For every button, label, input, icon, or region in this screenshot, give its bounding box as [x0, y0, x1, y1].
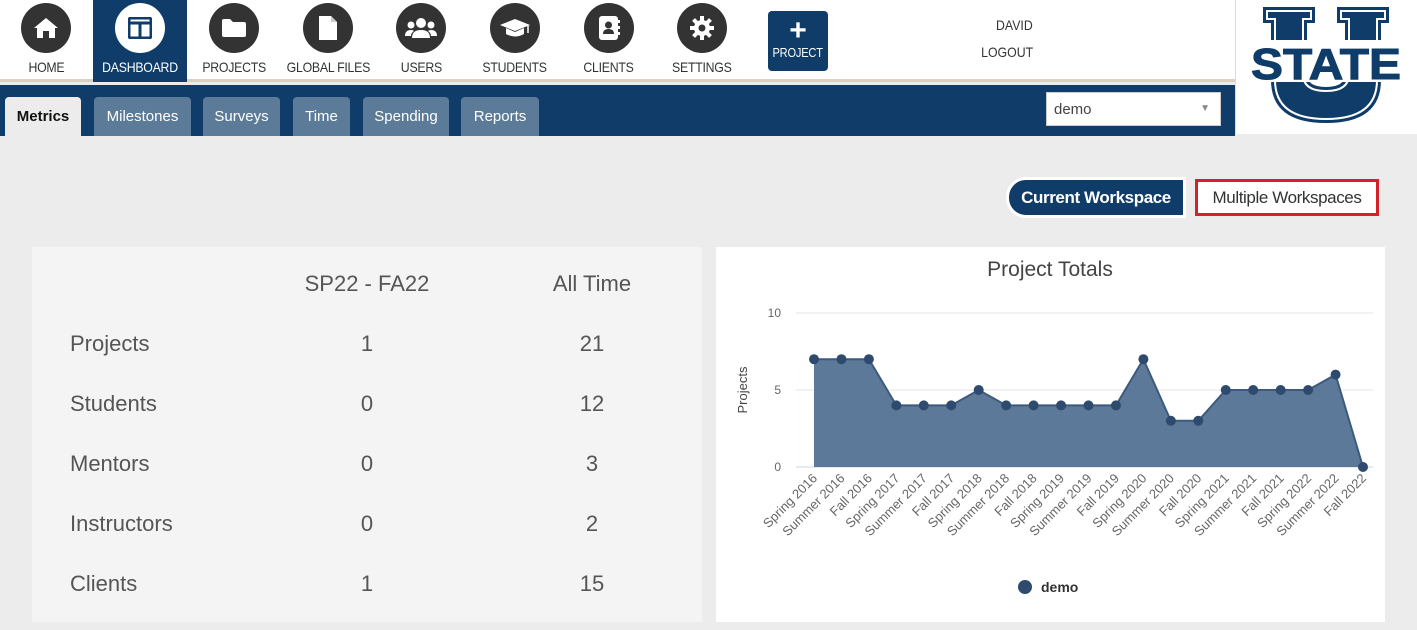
data-point: [1056, 400, 1067, 411]
data-point: [1165, 415, 1176, 426]
usu-logo: STATE: [1235, 0, 1417, 134]
nav-projects[interactable]: PROJECTS: [190, 0, 278, 82]
tab-metrics[interactable]: Metrics: [5, 97, 81, 136]
metrics-row: Projects 1 21: [32, 331, 702, 361]
data-point: [1303, 385, 1314, 395]
project-totals-chart-panel: Project Totals 0 5 10 Projects Spring 2016 Sum…: [716, 247, 1385, 622]
nav-label-global-files: GLOBAL FILES: [286, 59, 370, 75]
metrics-row: Students 0 12: [32, 391, 702, 421]
metrics-row: Instructors 0 2: [32, 511, 702, 541]
tab-reports[interactable]: Reports: [461, 97, 539, 136]
data-point: [1138, 354, 1149, 365]
series-area: [814, 359, 1363, 467]
metric-period-value: 0: [360, 391, 374, 416]
data-point: [1220, 385, 1231, 395]
data-point: [1248, 385, 1259, 395]
metric-label: Clients: [70, 571, 138, 596]
nav-users[interactable]: USERS: [380, 0, 462, 82]
nav-label-settings: SETTINGS: [672, 59, 732, 75]
metric-all-time-value: 12: [579, 391, 605, 416]
data-point: [863, 354, 874, 365]
data-point: [1028, 400, 1039, 411]
data-point: [946, 400, 957, 411]
nav-label-dashboard: DASHBOARD: [102, 59, 178, 75]
data-point: [973, 385, 984, 395]
nav-label-clients: CLIENTS: [583, 59, 635, 75]
data-point: [1330, 369, 1341, 380]
nav-settings[interactable]: SETTINGS: [662, 0, 742, 82]
folder-icon: [209, 3, 259, 53]
nav-home[interactable]: HOME: [0, 0, 92, 82]
home-icon: [21, 3, 71, 53]
workspace-select-value: demo: [1054, 101, 1092, 118]
data-point: [809, 354, 819, 365]
users-icon: [396, 3, 446, 53]
nav-label-students: STUDENTS: [482, 59, 548, 75]
file-icon: [303, 3, 353, 53]
metric-period-value: 0: [360, 511, 374, 536]
y-tick-label: 0: [774, 460, 781, 474]
metric-period-value: 1: [360, 331, 374, 356]
add-project-label: PROJECT: [772, 45, 824, 60]
y-axis-label: Projects: [735, 366, 750, 413]
add-project-button[interactable]: + PROJECT: [768, 11, 828, 71]
tab-spending[interactable]: Spending: [363, 97, 449, 136]
user-name: DAVID: [996, 17, 1033, 33]
multiple-workspaces-button[interactable]: Multiple Workspaces: [1195, 179, 1379, 216]
graduation-cap-icon: [490, 3, 540, 53]
legend-label: demo: [1041, 579, 1078, 595]
workspace-select[interactable]: demo ▼: [1046, 92, 1221, 126]
data-point: [918, 400, 929, 411]
logo-text: STATE: [1251, 40, 1401, 89]
y-tick-label: 5: [774, 383, 781, 397]
metric-label: Mentors: [70, 451, 150, 476]
legend-marker: [1018, 580, 1032, 594]
tab-surveys[interactable]: Surveys: [203, 97, 280, 136]
metric-label: Students: [70, 391, 157, 416]
data-point: [1358, 462, 1368, 472]
nav-clients[interactable]: CLIENTS: [570, 0, 648, 82]
data-point: [1193, 415, 1204, 426]
chevron-down-icon: ▼: [1200, 103, 1210, 114]
metric-all-time-value: 3: [585, 451, 599, 476]
tab-time[interactable]: Time: [293, 97, 350, 136]
column-header-period: SP22 - FA22: [304, 271, 430, 296]
metric-label: Projects: [70, 331, 150, 356]
nav-label-users: USERS: [400, 59, 442, 75]
nav-students[interactable]: STUDENTS: [472, 0, 558, 82]
contact-book-icon: [584, 3, 634, 53]
data-point: [836, 354, 847, 365]
metric-period-value: 1: [360, 571, 374, 596]
logout-link[interactable]: LOGOUT: [980, 44, 1033, 60]
nav-dashboard[interactable]: DASHBOARD: [93, 0, 187, 82]
metric-all-time-value: 21: [579, 331, 605, 356]
chart-title: Project Totals: [987, 258, 1113, 281]
data-point: [891, 400, 902, 411]
data-point: [1083, 400, 1094, 411]
metric-all-time-value: 2: [585, 511, 599, 536]
nav-label-projects: PROJECTS: [202, 59, 266, 75]
data-point: [1275, 385, 1286, 395]
metric-label: Instructors: [70, 511, 173, 536]
data-point: [1110, 400, 1121, 411]
metric-all-time-value: 15: [579, 571, 605, 596]
tab-milestones[interactable]: Milestones: [94, 97, 191, 136]
dashboard-icon: [115, 3, 165, 53]
metric-period-value: 0: [360, 451, 374, 476]
metrics-row: Mentors 0 3: [32, 451, 702, 481]
plus-icon: +: [789, 14, 807, 47]
column-header-all-time: All Time: [552, 271, 632, 296]
current-workspace-button[interactable]: Current Workspace: [1006, 177, 1186, 218]
gear-icon: [677, 3, 727, 53]
y-tick-label: 10: [768, 306, 782, 320]
data-point: [1001, 400, 1012, 411]
tab-bar: Metrics Milestones Surveys Time Spending…: [0, 85, 1235, 136]
top-nav: HOME DASHBOARD PROJECTS GLOBAL FILES USE…: [0, 0, 1235, 82]
metrics-panel: SP22 - FA22 All Time Projects 1 21 Stude…: [32, 247, 702, 622]
nav-global-files[interactable]: GLOBAL FILES: [282, 0, 374, 82]
metrics-row: Clients 1 15: [32, 571, 702, 601]
nav-label-home: HOME: [28, 59, 64, 75]
